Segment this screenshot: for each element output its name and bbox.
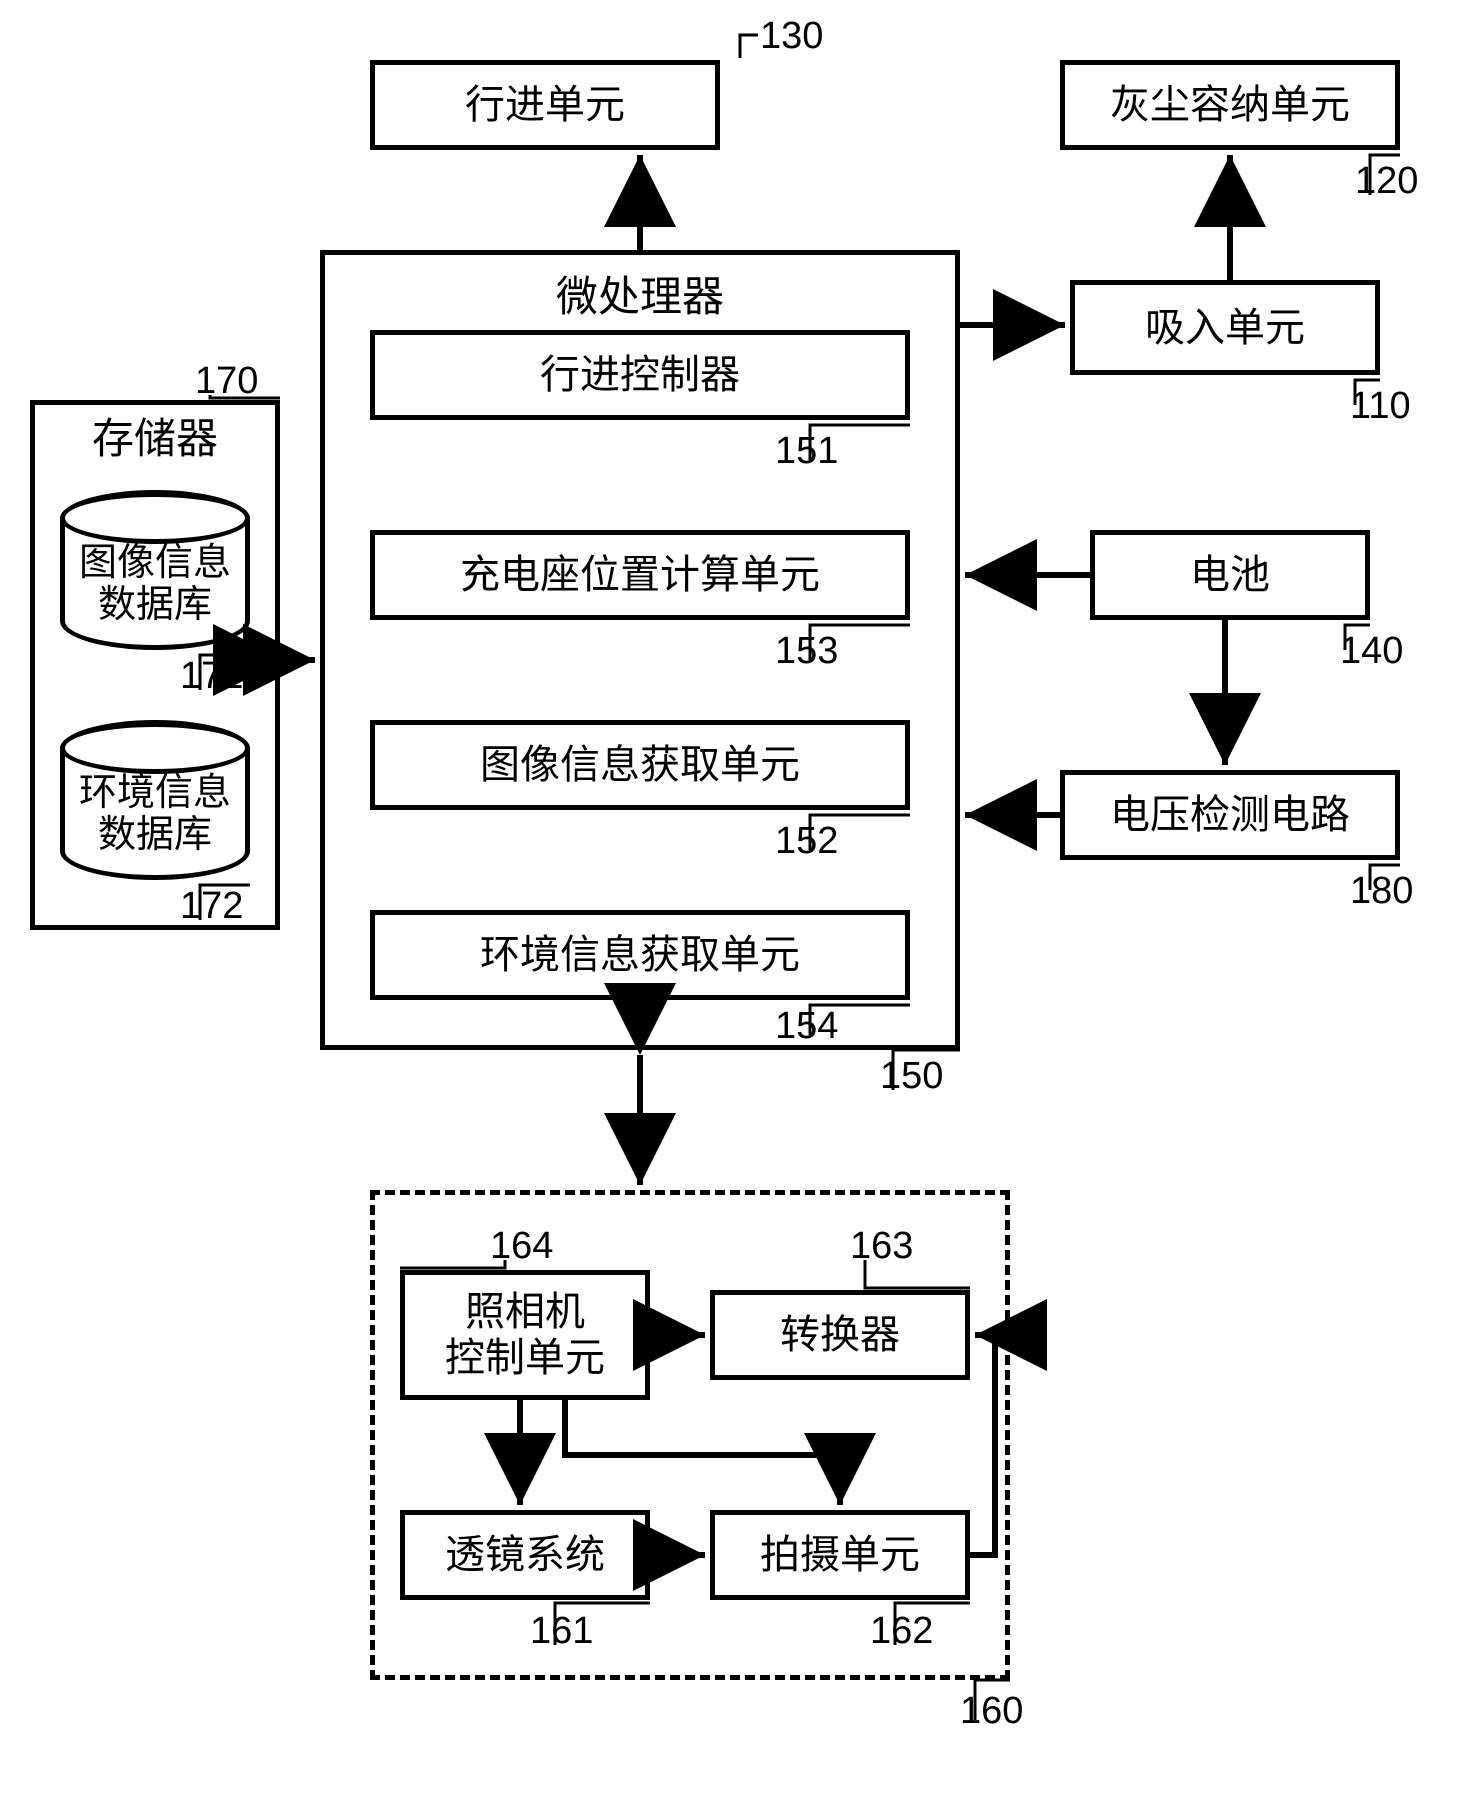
voltage-circuit-label: 电压检测电路 [1110, 792, 1350, 838]
camera-module-block [370, 1190, 1010, 1680]
battery-label: 电池 [1190, 552, 1270, 598]
ref-172: 172 [180, 885, 243, 928]
travel-unit-label: 行进单元 [465, 82, 625, 128]
env-acq-label: 环境信息获取单元 [480, 932, 800, 978]
ref-163: 163 [850, 1225, 913, 1268]
env-db-label: 环境信息 数据库 [65, 773, 245, 857]
diagram-canvas: 行进单元 灰尘容纳单元 吸入单元 电池 电压检测电路 微处理器 行进控制器 充电… [0, 0, 1472, 1794]
ref-150: 150 [880, 1055, 943, 1098]
charge-calc-label: 充电座位置计算单元 [460, 552, 820, 598]
ref-162: 162 [870, 1610, 933, 1653]
image-db-label: 图像信息 数据库 [65, 543, 245, 627]
ref-151: 151 [775, 430, 838, 473]
charge-calc-block: 充电座位置计算单元 [370, 530, 910, 620]
memory-title: 存储器 [35, 415, 275, 463]
suction-unit-block: 吸入单元 [1070, 280, 1380, 375]
travel-unit-block: 行进单元 [370, 60, 720, 150]
voltage-circuit-block: 电压检测电路 [1060, 770, 1400, 860]
camera-ctrl-block: 照相机 控制单元 [400, 1270, 650, 1400]
ref-152: 152 [775, 820, 838, 863]
ref-160: 160 [960, 1690, 1023, 1733]
ref-154: 154 [775, 1005, 838, 1048]
suction-unit-label: 吸入单元 [1145, 305, 1305, 351]
lens-system-block: 透镜系统 [400, 1510, 650, 1600]
shoot-unit-block: 拍摄单元 [710, 1510, 970, 1600]
ref-120: 120 [1355, 160, 1418, 203]
converter-block: 转换器 [710, 1290, 970, 1380]
travel-controller-label: 行进控制器 [540, 352, 740, 398]
ref-171: 171 [180, 655, 243, 698]
ref-164: 164 [490, 1225, 553, 1268]
image-db-cylinder: 图像信息 数据库 [60, 490, 250, 650]
dust-unit-label: 灰尘容纳单元 [1110, 82, 1350, 128]
env-acq-block: 环境信息获取单元 [370, 910, 910, 1000]
microprocessor-title: 微处理器 [325, 273, 955, 321]
ref-161: 161 [530, 1610, 593, 1653]
ref-170: 170 [195, 360, 258, 403]
battery-block: 电池 [1090, 530, 1370, 620]
shoot-unit-label: 拍摄单元 [760, 1532, 920, 1578]
env-db-cylinder: 环境信息 数据库 [60, 720, 250, 880]
travel-controller-block: 行进控制器 [370, 330, 910, 420]
camera-ctrl-label: 照相机 控制单元 [445, 1289, 605, 1381]
image-acq-label: 图像信息获取单元 [480, 742, 800, 788]
image-acq-block: 图像信息获取单元 [370, 720, 910, 810]
converter-label: 转换器 [780, 1312, 900, 1358]
ref-140: 140 [1340, 630, 1403, 673]
ref-180: 180 [1350, 870, 1413, 913]
ref-110: 110 [1350, 385, 1411, 428]
dust-unit-block: 灰尘容纳单元 [1060, 60, 1400, 150]
lens-system-label: 透镜系统 [445, 1532, 605, 1578]
ref-130: 130 [760, 15, 823, 58]
ref-153: 153 [775, 630, 838, 673]
